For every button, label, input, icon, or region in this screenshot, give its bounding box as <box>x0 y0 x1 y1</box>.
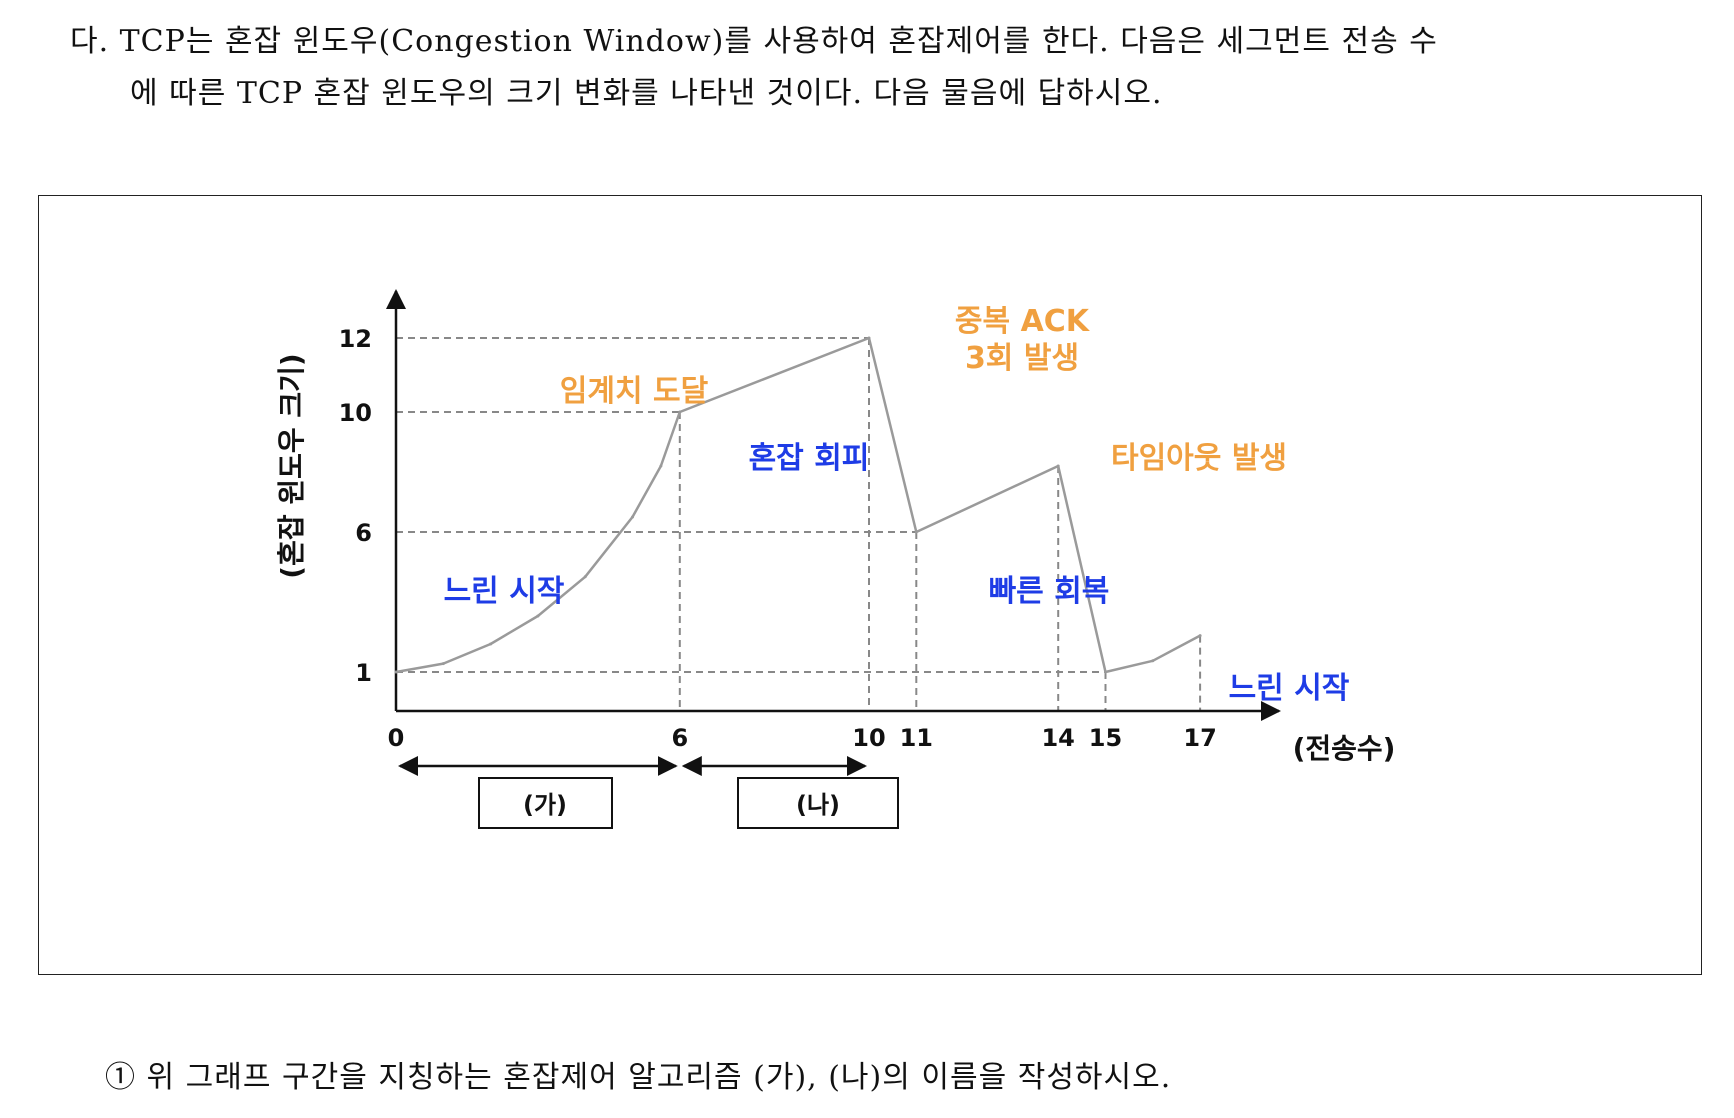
x-tick-label-15: 15 <box>1089 724 1122 752</box>
congestion-window-chart: 1 6 10 12 0 6 10 11 14 15 17 (전송수) (혼잡 윈도우 크기) 임계치 도… <box>275 289 1396 829</box>
annotation-slow-start: 느린 시작 <box>444 574 565 609</box>
annotation-dup-ack-line2: 3회 발생 <box>965 341 1079 376</box>
y-tick-label-10: 10 <box>339 399 372 427</box>
cwnd-point-7 <box>678 410 682 414</box>
annotation-slow-start-2: 느린 시작 <box>1229 671 1350 706</box>
figure-frame: 1 6 10 12 0 6 10 11 14 15 17 (전송수) (혼잡 윈도우 크기) 임계치 도… <box>38 195 1702 975</box>
interval-na-label: (나) <box>796 791 840 819</box>
cwnd-point-13 <box>1198 634 1202 638</box>
cwnd-point-11 <box>1104 670 1107 674</box>
cwnd-series-line <box>395 336 1201 674</box>
cwnd-point-1 <box>441 662 445 666</box>
x-tick-label-0: 0 <box>388 724 405 752</box>
cwnd-point-12 <box>1151 659 1155 663</box>
annotation-threshold: 임계치 도달 <box>560 374 709 409</box>
question-line-1: 다. TCP는 혼잡 윈도우(Congestion Window)를 사용하여 … <box>70 24 1438 59</box>
question-line-2: 에 따른 TCP 혼잡 윈도우의 크기 변화를 나타낸 것이다. 다음 물음에 … <box>130 76 1163 111</box>
cwnd-point-2 <box>489 642 493 646</box>
x-tick-label-14: 14 <box>1041 724 1074 752</box>
cwnd-point-8 <box>867 336 871 340</box>
x-tick-label-11: 11 <box>900 724 933 752</box>
cwnd-point-10 <box>1056 464 1060 468</box>
cwnd-point-5 <box>631 515 634 519</box>
cwnd-point-6 <box>659 464 663 468</box>
annotation-fast-recovery: 빠른 회복 <box>989 574 1110 609</box>
y-axis-title: (혼잡 윈도우 크기) <box>275 353 308 578</box>
interval-ga-label: (가) <box>523 791 567 819</box>
cwnd-point-0 <box>394 670 398 674</box>
annotation-dup-ack-line1: 중복 ACK <box>955 304 1091 339</box>
annotation-congestion-avoidance: 혼잡 회피 <box>749 441 870 476</box>
sub-question: ① 위 그래프 구간을 지칭하는 혼잡제어 알고리즘 (가), (나)의 이름을… <box>105 1060 1172 1095</box>
x-tick-label-17: 17 <box>1183 724 1216 752</box>
x-axis-title: (전송수) <box>1293 732 1396 765</box>
x-tick-label-6: 6 <box>671 724 688 752</box>
cwnd-point-3 <box>536 614 540 618</box>
x-tick-label-10: 10 <box>852 724 885 752</box>
cwnd-point-4 <box>583 575 587 579</box>
annotation-timeout: 타임아웃 발생 <box>1111 441 1287 476</box>
y-tick-label-6: 6 <box>355 519 372 547</box>
interval-ga-box <box>478 777 613 829</box>
y-tick-label-1: 1 <box>355 659 372 687</box>
cwnd-point-9 <box>914 530 918 534</box>
interval-na-box <box>737 777 899 829</box>
y-tick-label-12: 12 <box>339 325 372 353</box>
